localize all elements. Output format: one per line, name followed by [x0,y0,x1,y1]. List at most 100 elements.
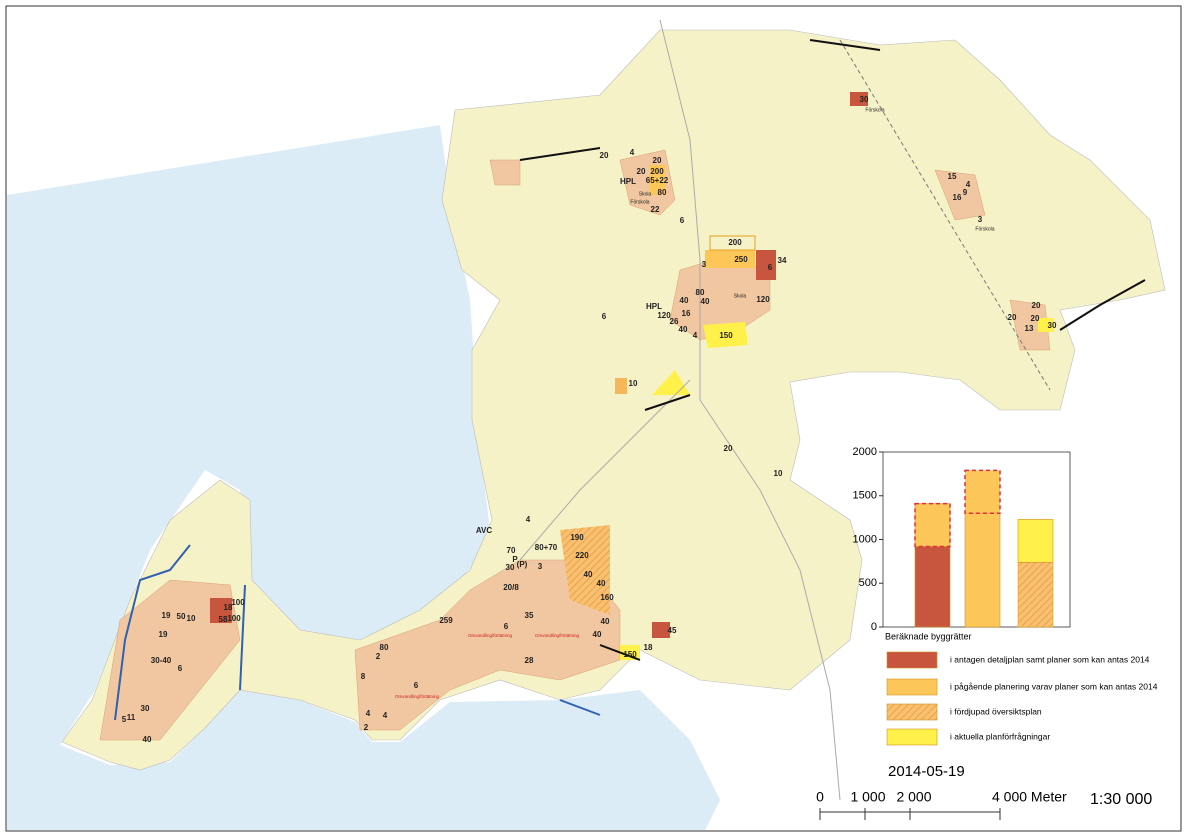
map-label: 40 [597,579,606,588]
map-label: 20 [724,444,733,453]
map-label: Förskola [865,107,884,113]
map-label: 70 [507,546,516,555]
scale-label: 4 000 Meter [992,789,1067,805]
y-tick-label: 1000 [853,533,877,545]
map-label: 80 [658,188,667,197]
map-label: 30-40 [151,656,172,665]
legend-label: i pågående planering varav planer som ka… [950,681,1158,691]
map-label: 16 [682,309,691,318]
map-label: 28 [525,656,534,665]
map-label: 6 [504,622,509,631]
map-label: 58 [219,615,228,624]
map-label: 5 [122,715,127,724]
black-lines [519,39,1146,661]
map-label: 200 [728,238,742,247]
map-label: 6 [414,681,419,690]
date: 2014-05-19 [888,763,965,780]
map-label: 3 [978,215,983,224]
map-label: 16 [953,193,962,202]
map-label: 2 [364,723,369,732]
y-tick-label: 2000 [853,446,877,458]
map-label: 20 [600,151,609,160]
map-label: 19 [162,611,171,620]
legend-label: i fördjupad översiktsplan [950,706,1042,716]
legend-label: i aktuella planförfrågningar [950,731,1050,741]
map-label: 190 [570,533,584,542]
map-label: 120 [657,311,671,320]
map-label: 40 [680,296,689,305]
legend-swatch [886,703,938,721]
map-label: 120 [756,295,770,304]
map-label: Skola [639,191,652,197]
map-label: 80 [380,643,389,652]
map-label: 250 [734,255,748,264]
map-label: Omvandling/förtätning [468,633,513,638]
map-label: 34 [778,256,787,265]
map-label: 10 [629,379,638,388]
map-label: 18 [224,603,233,612]
map-label: 20/8 [503,583,519,592]
map-label: 30 [1048,321,1057,330]
map-label: 20 [1008,313,1017,322]
map-label: 100 [231,598,245,607]
map-label: 200 [650,167,664,176]
map-label: 10 [187,614,196,623]
map-label: 10 [774,469,783,478]
scale-ratio: 1:30 000 [1090,791,1152,808]
bar-segment [914,546,951,628]
y-tick-label: 1500 [853,490,877,502]
urban-areas [99,149,1051,741]
map-label: 4 [966,180,971,189]
map-label: Omvandling/förtätning [535,633,580,638]
bar-segment [1017,561,1054,628]
map-label: 20 [637,167,646,176]
map-label: 4 [366,709,371,718]
scale-label: 0 [816,789,824,805]
map-label: 40 [701,297,710,306]
map-label: 20 [1031,314,1040,323]
bar-segment [964,512,1001,628]
y-tick-label: 0 [871,621,877,633]
map-label: HPL [646,302,662,311]
map-label: 6 [178,664,183,673]
coast-lines [114,544,601,721]
map-label: P [512,555,518,564]
plan-areas [210,92,1054,660]
dashed-outline [914,502,951,548]
map-label: HPL [620,177,636,186]
legend-label: i antagen detaljplan samt planer som kan… [950,654,1150,664]
map-label: 26 [670,317,679,326]
legend-swatch [886,678,938,696]
map-label: 30 [506,563,515,572]
map-label: Förskola [975,226,994,232]
map-label: 13 [1025,324,1034,333]
map-label: 30 [860,95,869,104]
map-label: 20 [1032,301,1041,310]
map-label: 3 [538,562,543,571]
map-label: 8 [361,672,366,681]
map-label: AVC [476,526,493,535]
map-label: 6 [680,216,685,225]
map-label: Förskola [630,199,649,205]
scale-bar [819,808,1001,820]
map-label: 150 [719,331,733,340]
map-label: 40 [601,617,610,626]
map-label: 20 [653,156,662,165]
map-label: 40 [584,570,593,579]
map-label: 220 [575,551,589,560]
chart: 0 500 1000 1500 2000 Beräknade byggrätter i an… [853,446,1158,746]
map-label: 9 [963,188,968,197]
legend-swatch [886,651,938,669]
map-label: 40 [143,735,152,744]
map-label: 22 [651,205,660,214]
map-label: 4 [693,331,698,340]
map-label: 15 [948,172,957,181]
map-label: 45 [668,626,677,635]
scale-label: 2 000 [896,789,931,805]
map-label: 3 [702,260,707,269]
map-label: 40 [679,325,688,334]
map-label: 18 [644,643,653,652]
legend-swatch [886,728,938,746]
bar-segment-dashed [964,469,1001,514]
x-axis-label: Beräknade byggrätter [885,631,972,641]
